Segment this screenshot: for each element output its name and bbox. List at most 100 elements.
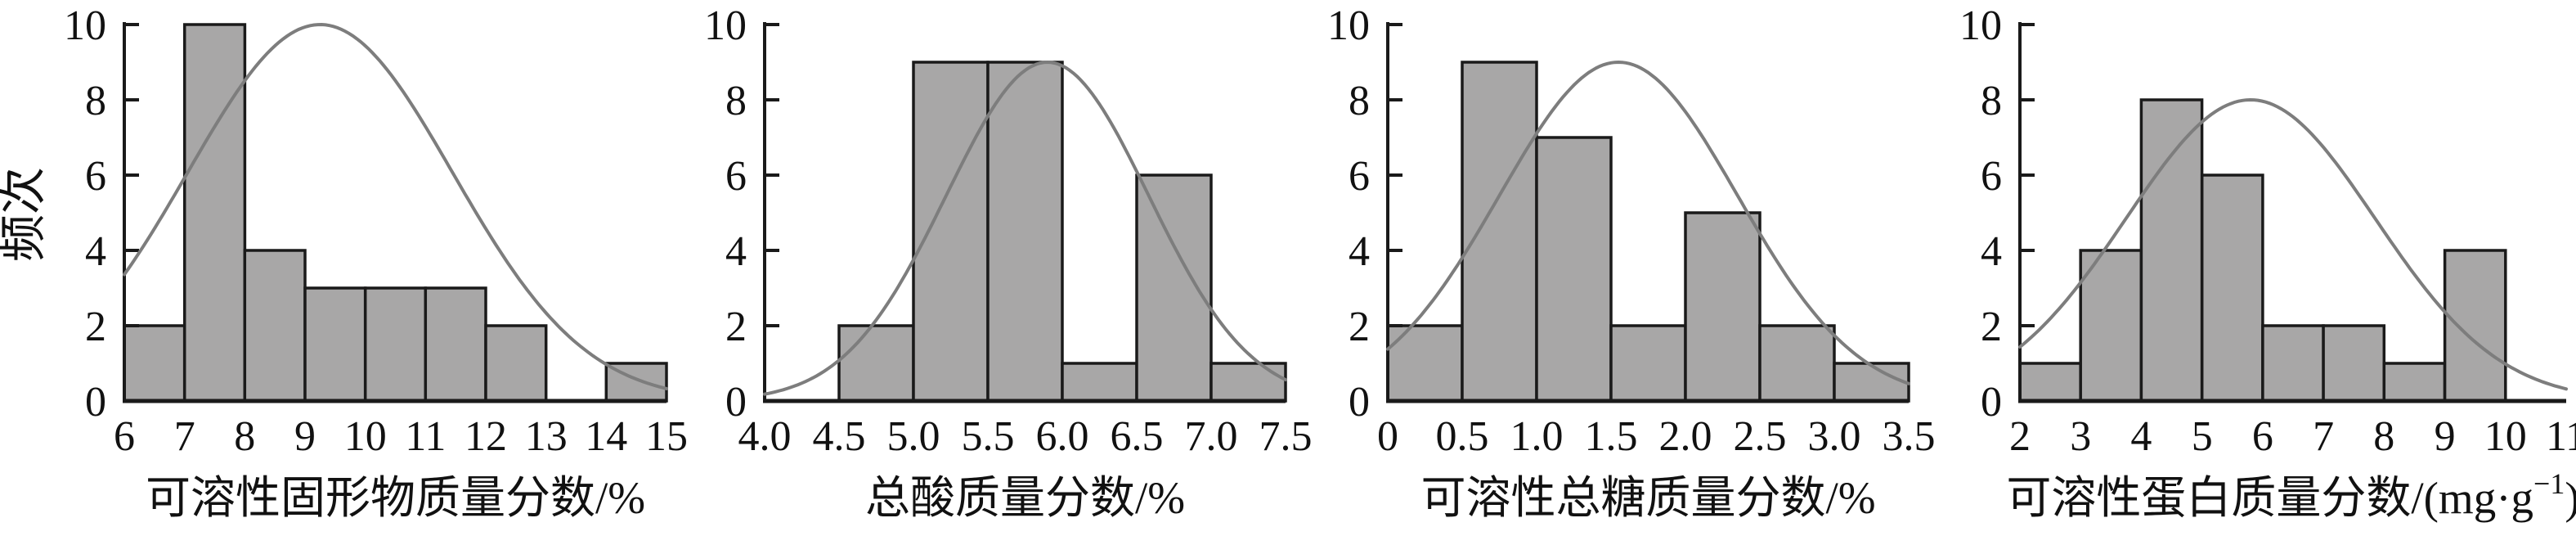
histogram-bar (1135, 173, 1213, 403)
y-tick-label: 10 (704, 2, 747, 49)
y-tick-label: 6 (1981, 153, 2002, 200)
y-tick-label: 4 (85, 228, 106, 275)
histogram-bar (1461, 61, 1538, 403)
histogram-bar (243, 249, 307, 403)
histogram-bar (2443, 249, 2507, 403)
histogram-bar (2200, 173, 2264, 403)
x-tick-label: 9 (2435, 413, 2456, 460)
x-tick-label: 7.5 (1259, 413, 1313, 460)
y-tick-label: 6 (85, 153, 106, 200)
y-tick-label: 10 (1327, 2, 1370, 49)
x-tick-label: 1.5 (1585, 413, 1638, 460)
y-tick-label: 8 (1981, 78, 2002, 124)
y-tick-label: 0 (85, 379, 106, 426)
histogram-bar (912, 61, 990, 403)
y-tick-label: 8 (85, 78, 106, 124)
x-axis-title: 总酸质量分数/% (865, 473, 1185, 523)
histogram-bar (2261, 324, 2325, 403)
y-tick-label: 2 (725, 304, 747, 350)
y-tick-label: 4 (725, 228, 747, 275)
histogram-bar (2139, 98, 2204, 403)
y-tick-label: 8 (725, 78, 747, 124)
histogram-bar (1535, 136, 1613, 403)
x-tick-label: 0 (1377, 413, 1398, 460)
y-tick-label: 4 (1981, 228, 2002, 275)
y-axis-title: 频次 (0, 167, 50, 262)
x-tick-label: 13 (525, 413, 568, 460)
x-tick-label: 11 (2546, 413, 2576, 460)
histogram-bar (837, 324, 915, 403)
x-tick-label: 9 (294, 413, 316, 460)
histogram-bar (424, 286, 487, 403)
histogram-bar (2382, 362, 2447, 403)
y-tick-label: 0 (1981, 379, 2002, 426)
y-tick-label: 6 (1349, 153, 1370, 200)
histogram-panel-2: 0 2 4 6 8 10 4.0 4.5 5.0 5.5 6.0 6.5 7.0 7.5 总酸质量分数/% (704, 2, 1313, 523)
x-tick-label: 12 (464, 413, 507, 460)
y-tick-label: 10 (64, 2, 106, 49)
x-tick-label: 6.5 (1111, 413, 1164, 460)
histogram-bar (1833, 362, 1910, 403)
histogram-bar (2322, 324, 2386, 403)
histogram-bar (2079, 249, 2143, 403)
x-tick-label: 3.5 (1883, 413, 1936, 460)
histogram-bar (363, 286, 428, 403)
y-tick-label: 2 (1981, 304, 2002, 350)
normal-curve (123, 22, 668, 390)
x-axis-title: 可溶性蛋白质量分数/(mg·g−1) (2006, 467, 2576, 523)
histogram-bar (1209, 362, 1287, 403)
y-tick-label: 10 (1959, 2, 2002, 49)
x-tick-label: 3.0 (1808, 413, 1861, 460)
x-tick-label: 14 (585, 413, 627, 460)
x-tick-label: 7 (2313, 413, 2334, 460)
histogram-bar (303, 286, 367, 403)
histogram-bar (182, 23, 247, 403)
x-tick-label: 2.0 (1659, 413, 1712, 460)
x-tick-label: 8 (2373, 413, 2394, 460)
x-tick-label: 11 (405, 413, 446, 460)
x-axis-title: 可溶性总糖质量分数/% (1420, 473, 1875, 523)
y-tick-label: 8 (1349, 78, 1370, 124)
x-tick-label: 5.0 (887, 413, 940, 460)
x-tick-label: 6 (2252, 413, 2273, 460)
x-tick-label: 6 (114, 413, 135, 460)
x-tick-label: 1.0 (1510, 413, 1564, 460)
histogram-bar (1758, 324, 1836, 403)
histogram-bar (1061, 362, 1138, 403)
x-tick-label: 8 (234, 413, 255, 460)
x-tick-label: 10 (2484, 413, 2527, 460)
histogram-bar (2018, 362, 2082, 403)
y-tick-label: 4 (1349, 228, 1370, 275)
x-tick-label: 2.5 (1734, 413, 1787, 460)
x-tick-label: 4.0 (738, 413, 792, 460)
x-tick-label: 7 (174, 413, 195, 460)
x-tick-label: 5.5 (962, 413, 1015, 460)
x-tick-label: 5 (2192, 413, 2213, 460)
histogram-panel-4: 0246810234567891011可溶性蛋白质量分数/(mg·g−1) (1959, 2, 2576, 523)
x-tick-label: 10 (344, 413, 387, 460)
x-tick-label: 6.0 (1036, 413, 1089, 460)
y-tick-label: 2 (85, 304, 106, 350)
y-tick-label: 0 (725, 379, 747, 426)
normal-curve (1386, 60, 1910, 385)
x-axis-title: 可溶性固形物质量分数/% (146, 473, 645, 523)
histogram-bar (1609, 324, 1687, 403)
x-tick-label: 3 (2070, 413, 2091, 460)
x-tick-label: 2 (2009, 413, 2031, 460)
y-tick-label: 2 (1349, 304, 1370, 350)
normal-curve (2018, 97, 2568, 391)
histogram-bar (484, 324, 548, 403)
y-tick-label: 0 (1349, 379, 1370, 426)
x-tick-label: 15 (645, 413, 688, 460)
x-tick-label: 7.0 (1185, 413, 1238, 460)
normal-curve (763, 60, 1287, 396)
histogram-bar (1684, 211, 1761, 403)
histogram-bar (986, 61, 1064, 403)
x-tick-label: 0.5 (1436, 413, 1489, 460)
y-tick-label: 6 (725, 153, 747, 200)
x-tick-label: 4 (2130, 413, 2152, 460)
